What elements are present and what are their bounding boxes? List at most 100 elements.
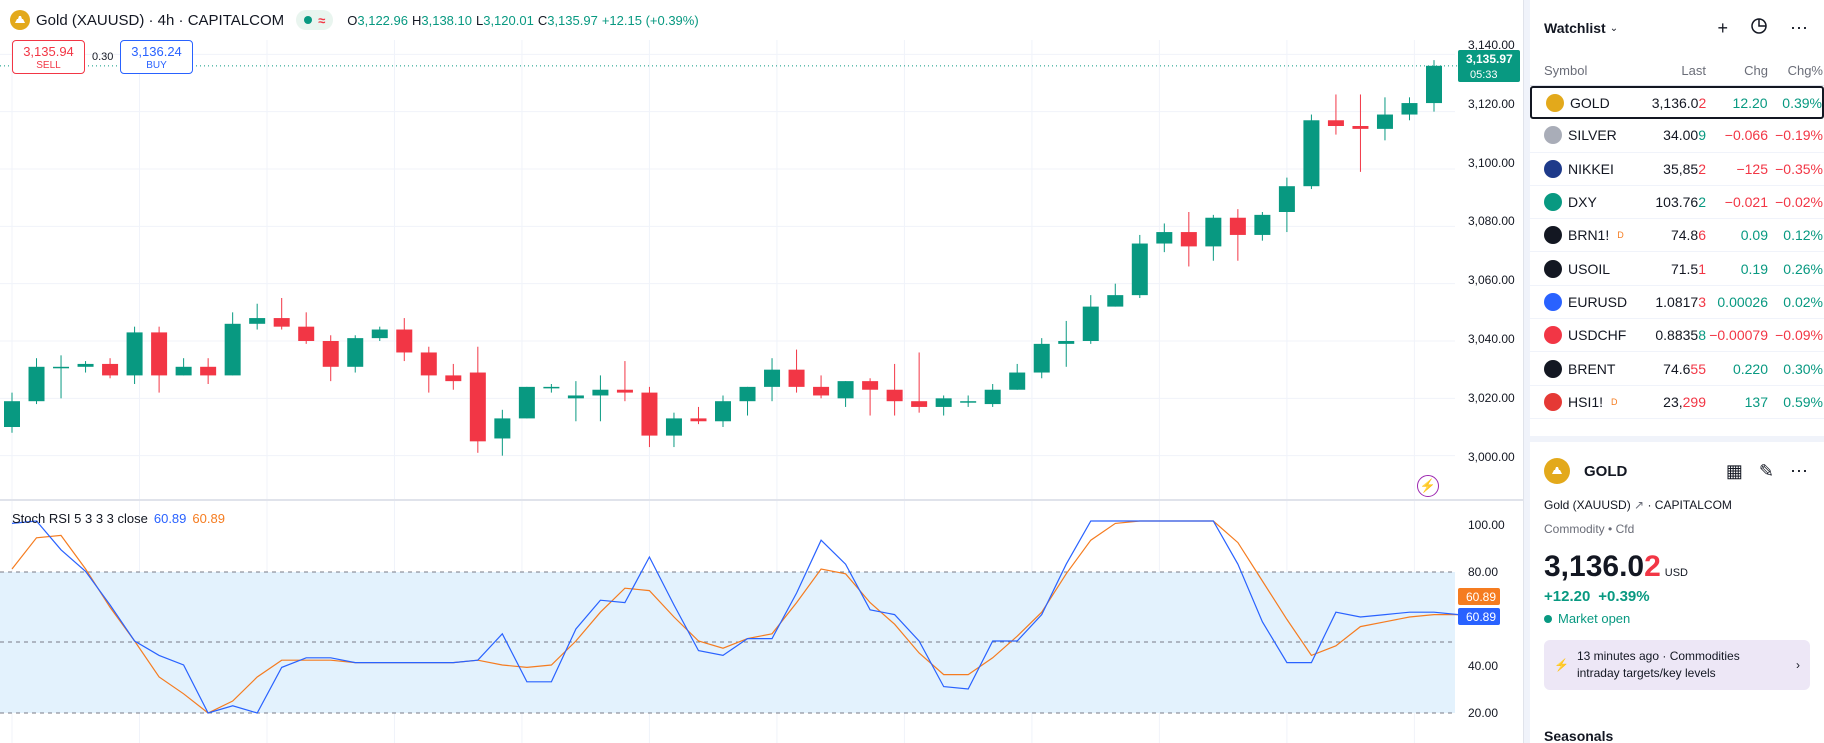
candle-body bbox=[739, 386, 756, 402]
candle bbox=[126, 326, 143, 384]
ohlc-close: C3,135.97 bbox=[537, 12, 598, 28]
candle-body bbox=[690, 418, 707, 422]
candle bbox=[1009, 363, 1026, 390]
watchlist-row[interactable]: BRN1! D 74.86 0.09 0.12% bbox=[1530, 219, 1824, 253]
candle bbox=[322, 335, 339, 382]
row-symbol: BRENT bbox=[1568, 360, 1616, 377]
seasonals-heading[interactable]: Seasonals bbox=[1544, 728, 1614, 743]
row-symbol-cell: BRN1! D bbox=[1544, 226, 1644, 245]
row-symbol-cell: SILVER bbox=[1544, 126, 1644, 145]
candle bbox=[690, 406, 707, 425]
lightning-icon[interactable]: ⚡ bbox=[1417, 475, 1439, 497]
candle-body bbox=[298, 326, 315, 341]
watchlist-row[interactable]: DXY 103.762 −0.021 −0.02% bbox=[1530, 186, 1824, 220]
candle bbox=[1401, 97, 1418, 121]
external-link-icon[interactable]: ↗ bbox=[1634, 498, 1645, 512]
candle-body bbox=[396, 329, 413, 353]
symbol-title[interactable]: Gold (XAUUSD) · 4h · CAPITALCOM bbox=[36, 11, 285, 29]
watchlist-rows: GOLD 3,136.02 12.20 0.39% SILVER 34.009 −0.066… bbox=[1530, 86, 1824, 419]
grid-icon[interactable]: ▦ bbox=[1725, 460, 1743, 481]
candle-body bbox=[715, 401, 731, 422]
row-symbol: USDCHF bbox=[1568, 327, 1627, 344]
row-chg: 0.19 bbox=[1740, 260, 1768, 277]
price-axis[interactable]: 3,140.00 3,120.00 3,100.00 3,080.00 3,06… bbox=[1468, 38, 1515, 464]
sell-button[interactable]: 3,135.94 SELL bbox=[12, 40, 85, 74]
more-icon[interactable]: ⋯ bbox=[1790, 460, 1808, 481]
candle-body bbox=[224, 323, 241, 376]
buy-button[interactable]: 3,136.24 BUY bbox=[120, 40, 193, 74]
stoch-k-badge-label: 60.89 bbox=[1466, 610, 1496, 624]
candle-body bbox=[151, 332, 168, 376]
candle bbox=[1229, 209, 1246, 261]
watchlist-row[interactable]: EURUSD 1.08173 0.00026 0.02% bbox=[1530, 286, 1824, 320]
details-symbol[interactable]: GOLD bbox=[1584, 462, 1628, 480]
details-name[interactable]: Gold (XAUUSD) bbox=[1544, 498, 1631, 512]
candle bbox=[911, 352, 928, 413]
row-last-tail: 2 bbox=[1698, 94, 1707, 111]
pie-chart-icon[interactable] bbox=[1750, 17, 1768, 40]
stoch-tick: 40.00 bbox=[1468, 659, 1498, 673]
col-symbol[interactable]: Symbol bbox=[1544, 63, 1588, 78]
details-type: Cfd bbox=[1615, 522, 1635, 536]
details-header: GOLD ▦ ✎ ⋯ bbox=[1544, 456, 1810, 486]
col-last[interactable]: Last bbox=[1681, 63, 1706, 78]
row-symbol: NIKKEI bbox=[1568, 160, 1614, 177]
stoch-axis[interactable]: 100.00 80.00 40.00 20.00 bbox=[1468, 518, 1505, 720]
row-last-main: 103.76 bbox=[1655, 194, 1699, 211]
candle-body bbox=[175, 366, 192, 376]
ohlc-open: O3,122.96 bbox=[347, 12, 408, 28]
row-last: 0.88358 bbox=[1644, 327, 1706, 343]
candle bbox=[813, 375, 830, 399]
chart-canvas[interactable]: 3,140.00 3,120.00 3,100.00 3,080.00 3,06… bbox=[0, 0, 1524, 743]
watchlist-row[interactable]: GOLD 3,136.02 12.20 0.39% bbox=[1530, 86, 1824, 120]
candle bbox=[886, 363, 903, 416]
row-chgp: 0.12% bbox=[1783, 227, 1823, 244]
watchlist-row[interactable]: USOIL 71.51 0.19 0.26% bbox=[1530, 252, 1824, 286]
candle-body bbox=[960, 401, 977, 403]
watchlist-row[interactable]: SILVER 34.009 −0.066 −0.19% bbox=[1530, 119, 1824, 153]
row-last-main: 3,136.0 bbox=[1651, 94, 1699, 111]
candle bbox=[935, 395, 952, 416]
edit-icon[interactable]: ✎ bbox=[1758, 460, 1774, 481]
details-price-tail: 2 bbox=[1644, 550, 1661, 583]
candle-body bbox=[1009, 372, 1026, 390]
row-symbol: DXY bbox=[1568, 194, 1597, 211]
more-icon[interactable]: ⋯ bbox=[1790, 17, 1808, 38]
row-symbol: EURUSD bbox=[1568, 293, 1628, 310]
candle bbox=[1082, 295, 1099, 344]
delayed-badge: D bbox=[1617, 230, 1624, 241]
candle-body bbox=[1229, 217, 1246, 235]
candle-body bbox=[1107, 295, 1124, 307]
row-chg: −125 bbox=[1736, 160, 1768, 177]
row-last-main: 74.8 bbox=[1670, 227, 1699, 244]
candle bbox=[788, 349, 805, 393]
stoch-rsi-legend[interactable]: Stoch RSI 5 3 3 3 close 60.89 60.89 bbox=[12, 511, 225, 526]
watchlist-row[interactable]: HSI1! D 23,299 137 0.59% bbox=[1530, 386, 1824, 419]
stoch-tick: 100.00 bbox=[1468, 518, 1505, 532]
watchlist-row[interactable]: NIKKEI 35,852 −125 −0.35% bbox=[1530, 153, 1824, 186]
chevron-down-icon[interactable]: ⌄ bbox=[1609, 22, 1619, 34]
candle-body bbox=[1156, 232, 1173, 244]
add-symbol-icon[interactable]: + bbox=[1717, 17, 1728, 38]
watchlist-row[interactable]: USDCHF 0.88358 −0.00079 −0.09% bbox=[1530, 319, 1824, 353]
details-exchange: CAPITALCOM bbox=[1654, 498, 1732, 512]
col-chg[interactable]: Chg bbox=[1744, 63, 1768, 78]
nikkei-icon bbox=[1544, 159, 1562, 178]
stoch-tick: 20.00 bbox=[1468, 706, 1498, 720]
candle-body bbox=[445, 375, 462, 382]
chart-area[interactable]: Gold (XAUUSD) · 4h · CAPITALCOM ≈ O3,122… bbox=[0, 0, 1524, 743]
candle-body bbox=[886, 389, 903, 402]
candle bbox=[224, 312, 241, 376]
stoch-k-badge: 60.89 bbox=[1458, 608, 1500, 625]
row-last-tail: 299 bbox=[1682, 393, 1706, 410]
news-time: 13 minutes ago bbox=[1576, 649, 1660, 663]
candle-body bbox=[935, 398, 952, 407]
news-item[interactable]: ⚡ 13 minutes ago · Commodities intraday … bbox=[1544, 640, 1810, 690]
watchlist-title[interactable]: Watchlist bbox=[1544, 20, 1606, 36]
watchlist-row[interactable]: BRENT 74.655 0.220 0.30% bbox=[1530, 352, 1824, 386]
news-dot: · bbox=[1662, 649, 1667, 663]
watchlist-columns: Symbol Last Chg Chg% bbox=[1530, 56, 1824, 86]
market-status-pill[interactable]: ≈ bbox=[296, 10, 334, 30]
candle bbox=[1107, 283, 1124, 307]
col-chgp[interactable]: Chg% bbox=[1787, 63, 1823, 78]
